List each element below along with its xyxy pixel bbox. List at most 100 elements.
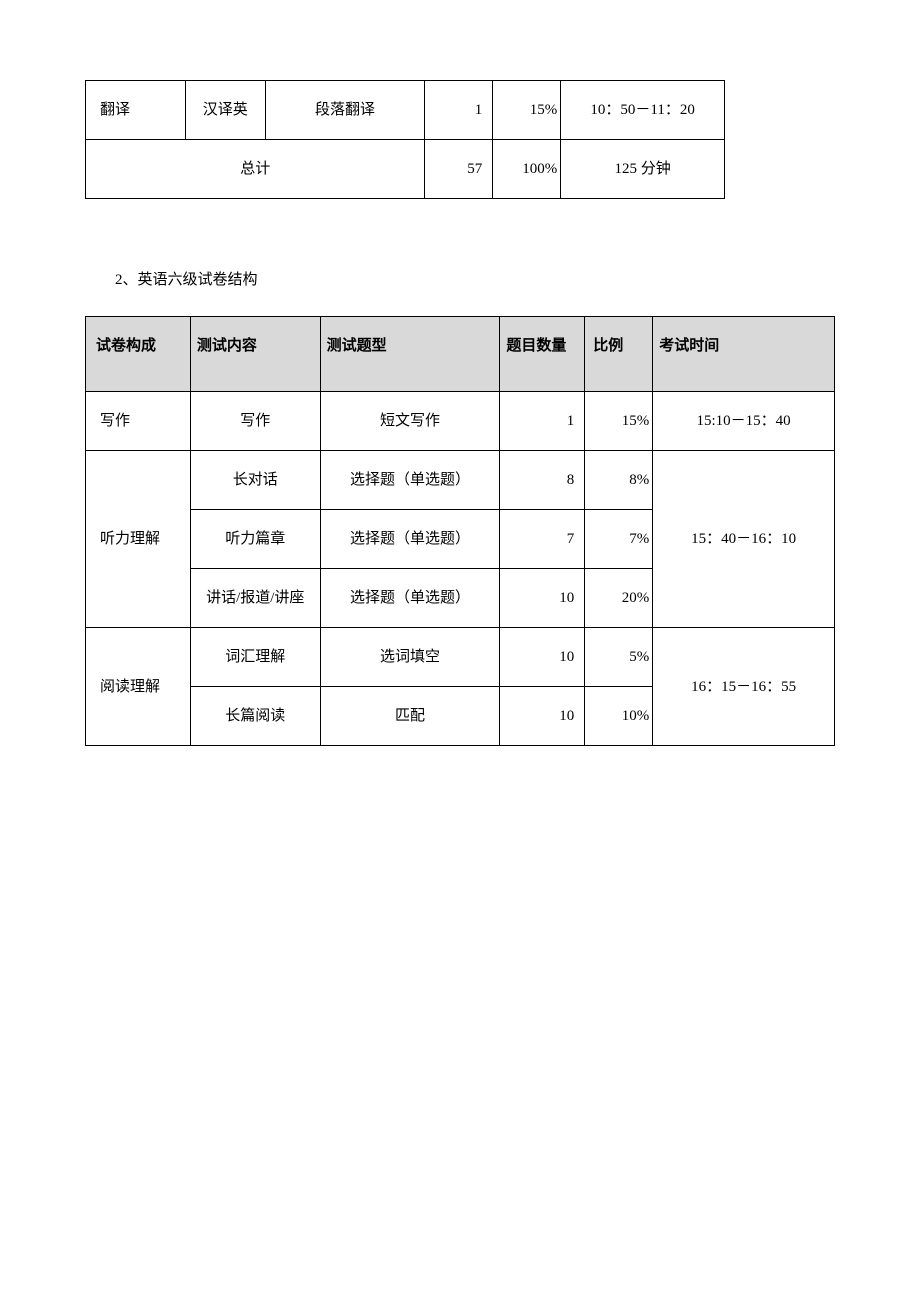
time-label: 10：50－11：20 (590, 102, 694, 118)
type-label: 选择题（单选题） (350, 472, 470, 488)
cell-total-count: 57 (425, 140, 493, 199)
cell-count: 10 (500, 569, 585, 628)
section-label: 阅读理解 (100, 679, 160, 695)
cell-ratio: 8% (585, 451, 653, 510)
total-label: 总计 (240, 161, 270, 177)
cell-total-ratio: 100% (493, 140, 561, 199)
cell-type: 选择题（单选题） (320, 451, 500, 510)
cell-content: 听力篇章 (190, 510, 320, 569)
ratio-label: 7% (629, 531, 649, 547)
content-label: 长对话 (233, 472, 278, 488)
type-label: 选词填空 (380, 649, 440, 665)
cell-ratio: 5% (585, 628, 653, 687)
section-label: 写作 (100, 413, 130, 429)
cell-content: 词汇理解 (190, 628, 320, 687)
header-content: 测试内容 (190, 317, 320, 392)
total-ratio: 100% (522, 161, 557, 177)
cell-ratio: 15% (585, 392, 653, 451)
time-label: 15:10－15：40 (697, 413, 791, 429)
cell-type: 选择题（单选题） (320, 569, 500, 628)
total-count: 57 (467, 161, 482, 177)
table-row: 翻译 汉译英 段落翻译 1 15% 10：50－11：20 (86, 81, 725, 140)
header-count-text: 题目数量 (506, 338, 566, 354)
ratio-label: 15% (530, 102, 558, 118)
time-label: 16：15－16：55 (691, 679, 796, 695)
type-label: 匹配 (395, 708, 425, 724)
count-label: 10 (559, 708, 574, 724)
cell-count: 10 (500, 628, 585, 687)
header-ratio-text: 比例 (593, 338, 623, 354)
cell-count: 1 (425, 81, 493, 140)
ratio-label: 8% (629, 472, 649, 488)
header-count: 题目数量 (500, 317, 585, 392)
cell-type: 段落翻译 (265, 81, 425, 140)
cell-count: 1 (500, 392, 585, 451)
cell-ratio: 20% (585, 569, 653, 628)
content-label: 写作 (240, 413, 270, 429)
cell-type: 选择题（单选题） (320, 510, 500, 569)
ratio-label: 15% (622, 413, 650, 429)
ratio-label: 10% (622, 708, 650, 724)
header-section-text: 试卷构成 (96, 338, 156, 354)
content-label: 长篇阅读 (225, 708, 285, 724)
table-cet6-structure: 试卷构成 测试内容 测试题型 题目数量 比例 考试时间 写作 写作 短文写作 1… (85, 316, 835, 746)
cell-time: 15：40－16：10 (653, 451, 835, 628)
section-title-text: 2、英语六级试卷结构 (115, 272, 258, 288)
count-label: 7 (567, 531, 575, 547)
cell-time: 15:10－15：40 (653, 392, 835, 451)
cell-content: 汉译英 (185, 81, 265, 140)
count-label: 10 (559, 590, 574, 606)
header-time: 考试时间 (653, 317, 835, 392)
content-label: 听力篇章 (225, 531, 285, 547)
cell-total-time: 125 分钟 (561, 140, 725, 199)
cell-count: 8 (500, 451, 585, 510)
cell-ratio: 10% (585, 687, 653, 746)
table-translation-summary: 翻译 汉译英 段落翻译 1 15% 10：50－11：20 总计 57 100%… (85, 80, 725, 199)
cell-type: 短文写作 (320, 392, 500, 451)
content-label: 讲话/报道/讲座 (206, 590, 304, 606)
cell-section: 翻译 (86, 81, 186, 140)
section-label: 听力理解 (100, 531, 160, 547)
header-type: 测试题型 (320, 317, 500, 392)
table-row: 阅读理解 词汇理解 选词填空 10 5% 16：15－16：55 (86, 628, 835, 687)
cell-count: 10 (500, 687, 585, 746)
cell-content: 长篇阅读 (190, 687, 320, 746)
cell-total-label: 总计 (86, 140, 425, 199)
cell-count: 7 (500, 510, 585, 569)
table-row-total: 总计 57 100% 125 分钟 (86, 140, 725, 199)
cell-section: 阅读理解 (86, 628, 191, 746)
type-label: 短文写作 (380, 413, 440, 429)
cell-content: 长对话 (190, 451, 320, 510)
ratio-label: 20% (622, 590, 650, 606)
type-label: 选择题（单选题） (350, 590, 470, 606)
total-time: 125 分钟 (614, 161, 670, 177)
time-label: 15：40－16：10 (691, 531, 796, 547)
cell-time: 10：50－11：20 (561, 81, 725, 140)
header-ratio: 比例 (585, 317, 653, 392)
content-label: 词汇理解 (225, 649, 285, 665)
header-content-text: 测试内容 (197, 338, 257, 354)
section-title: 2、英语六级试卷结构 (85, 259, 835, 301)
table-row: 听力理解 长对话 选择题（单选题） 8 8% 15：40－16：10 (86, 451, 835, 510)
header-time-text: 考试时间 (659, 338, 719, 354)
section-label: 翻译 (100, 102, 130, 118)
cell-ratio: 7% (585, 510, 653, 569)
count-label: 8 (567, 472, 575, 488)
cell-content: 讲话/报道/讲座 (190, 569, 320, 628)
table-row: 写作 写作 短文写作 1 15% 15:10－15：40 (86, 392, 835, 451)
count-label: 1 (475, 102, 483, 118)
header-type-text: 测试题型 (327, 338, 387, 354)
cell-ratio: 15% (493, 81, 561, 140)
type-label: 选择题（单选题） (350, 531, 470, 547)
cell-type: 匹配 (320, 687, 500, 746)
count-label: 1 (567, 413, 575, 429)
type-label: 段落翻译 (315, 102, 375, 118)
cell-section: 听力理解 (86, 451, 191, 628)
cell-section: 写作 (86, 392, 191, 451)
table-header-row: 试卷构成 测试内容 测试题型 题目数量 比例 考试时间 (86, 317, 835, 392)
cell-content: 写作 (190, 392, 320, 451)
ratio-label: 5% (629, 649, 649, 665)
count-label: 10 (559, 649, 574, 665)
cell-type: 选词填空 (320, 628, 500, 687)
cell-time: 16：15－16：55 (653, 628, 835, 746)
